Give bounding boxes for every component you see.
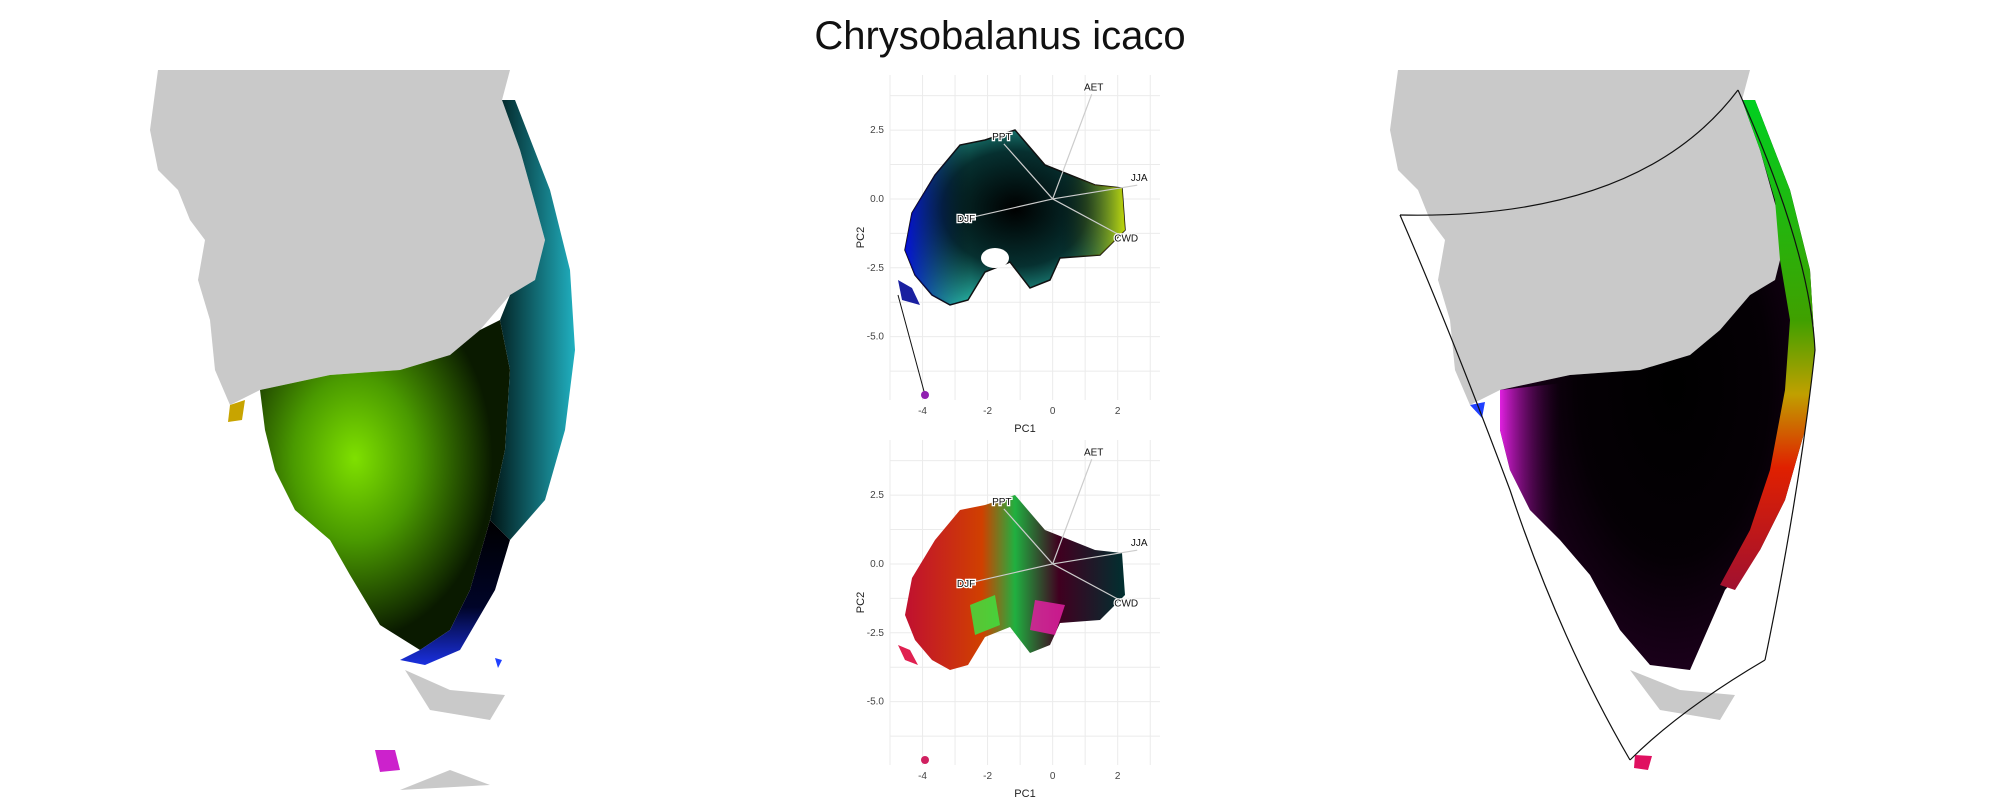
right-climate-map <box>1390 70 1816 770</box>
x-tick-label: 0 <box>1050 406 1056 417</box>
loading-label: DJF <box>957 579 975 590</box>
x-tick-label: -2 <box>983 771 992 782</box>
y-tick-label: 0.0 <box>870 194 884 205</box>
climate-overlay-south <box>400 520 510 665</box>
y-tick-label: 2.5 <box>870 125 884 136</box>
climate-overlay-green <box>260 320 510 650</box>
loading-label: CWD <box>1114 234 1138 245</box>
x-tick-label: -4 <box>918 406 927 417</box>
loading-label: AET <box>1084 447 1103 458</box>
x-axis-label: PC1 <box>1014 788 1035 800</box>
loading-arrow <box>1003 508 1054 565</box>
y-tick-label: 0.0 <box>870 559 884 570</box>
y-axis-label: PC2 <box>855 227 867 248</box>
loading-arrow <box>1052 549 1138 565</box>
loading-label: DJF <box>957 214 975 225</box>
loading-arrow <box>1052 459 1093 565</box>
loading-arrow <box>967 198 1053 219</box>
loading-arrow <box>967 563 1053 584</box>
loading-label: JJA <box>1131 538 1148 549</box>
y-tick-label: 2.5 <box>870 490 884 501</box>
x-axis-label: PC1 <box>1014 423 1035 435</box>
pca-biplot-bottom: AET PPT JJA DJF CWD -4 -2 0 2 2.5 0.0 -2.5 -5.0 PC1 P… <box>855 440 1160 800</box>
x-tick-label: -2 <box>983 406 992 417</box>
loading-arrow <box>1052 94 1093 200</box>
loading-arrow <box>1003 143 1054 200</box>
loading-label: JJA <box>1131 173 1148 184</box>
land-shape <box>1390 70 1785 405</box>
land-shape <box>150 70 545 405</box>
pca-biplot-top: AET PPT JJA DJF CWD -4 -2 0 2 2.5 0.0 -2.5 -5.0 PC1 P… <box>855 75 1160 435</box>
loading-label: PPT <box>992 497 1011 508</box>
y-tick-label: -5.0 <box>867 332 885 343</box>
loading-arrow <box>1052 184 1138 200</box>
climate-overlay-coast <box>490 100 575 540</box>
pca-hull <box>905 495 1125 670</box>
loading-arrow <box>1052 563 1125 604</box>
y-tick-label: -5.0 <box>867 697 885 708</box>
loading-arrow <box>1052 198 1125 239</box>
x-tick-label: -4 <box>918 771 927 782</box>
left-climate-map <box>150 70 575 790</box>
pca-axes: -4 -2 0 2 2.5 0.0 -2.5 -5.0 PC1 PC2 <box>855 125 1121 435</box>
loading-label: CWD <box>1114 599 1138 610</box>
pca-loadings: AET PPT JJA DJF CWD <box>956 446 1149 611</box>
loading-label: AET <box>1084 82 1103 93</box>
x-tick-label: 2 <box>1115 406 1121 417</box>
y-axis-label: PC2 <box>855 592 867 613</box>
pca-loadings: AET PPT JJA DJF CWD <box>956 81 1149 246</box>
y-tick-label: -2.5 <box>867 263 885 274</box>
y-tick-label: -2.5 <box>867 628 885 639</box>
loading-label: PPT <box>992 132 1011 143</box>
x-tick-label: 2 <box>1115 771 1121 782</box>
page-title: Chrysobalanus icaco <box>814 14 1186 58</box>
x-tick-label: 0 <box>1050 771 1056 782</box>
pca-axes: -4 -2 0 2 2.5 0.0 -2.5 -5.0 PC1 PC2 <box>855 490 1121 800</box>
